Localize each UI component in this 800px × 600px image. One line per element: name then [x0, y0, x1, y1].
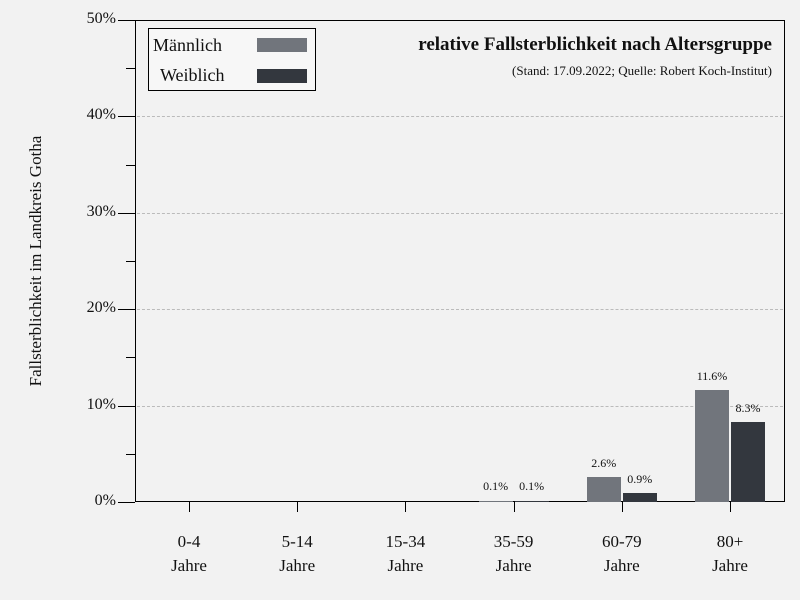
legend: Männlich Weiblich	[148, 28, 316, 91]
chart-subtitle: (Stand: 17.09.2022; Quelle: Robert Koch-…	[512, 63, 772, 78]
x-label-unit: Jahre	[495, 556, 532, 575]
x-tick-label: 5-14 Jahre	[247, 530, 347, 578]
legend-swatch-female	[257, 69, 307, 83]
bar-value-label-female: 0.9%	[627, 472, 653, 487]
x-label-unit: Jahre	[387, 556, 424, 575]
y-tick	[118, 405, 135, 407]
x-tick-label: 80+ Jahre	[680, 530, 780, 578]
y-tick-label: 40%	[86, 106, 116, 124]
y-tick-label: 50%	[86, 10, 116, 27]
bar-male	[478, 500, 513, 502]
y-tick	[118, 309, 135, 311]
gridline	[137, 405, 783, 407]
y-minor-tick	[126, 164, 135, 166]
x-tick	[621, 502, 623, 512]
y-tick-label: 10%	[86, 395, 116, 413]
x-label-range: 35-59	[493, 532, 534, 551]
x-label-unit: Jahre	[171, 556, 207, 575]
y-minor-tick	[126, 357, 135, 359]
plot-frame	[135, 20, 785, 502]
bar-value-label-female: 0.1%	[519, 479, 545, 494]
x-tick-label: 60-79 Jahre	[572, 530, 672, 578]
bar-female	[622, 493, 657, 502]
x-tick	[513, 502, 515, 512]
y-axis-title: Fallsterblichkeit im Landkreis Gotha	[26, 135, 45, 387]
x-tick	[189, 502, 190, 512]
x-label-unit: Jahre	[712, 556, 748, 575]
bar-value-label-female: 8.3%	[735, 400, 761, 415]
y-tick	[118, 20, 135, 21]
bar-female	[731, 421, 765, 502]
x-tick	[405, 502, 407, 512]
x-tick-label: 0-4 Jahre	[139, 530, 239, 578]
x-label-range: 15-34	[385, 532, 426, 551]
x-label-unit: Jahre	[603, 556, 640, 575]
x-tick	[297, 502, 299, 512]
gridline	[137, 116, 783, 118]
bar-male	[695, 390, 729, 502]
legend-label-female: Weiblich	[160, 65, 225, 85]
y-minor-tick	[126, 261, 135, 262]
legend-label-male: Männlich	[153, 35, 222, 55]
x-tick	[730, 502, 731, 512]
chart-title: relative Fallsterblichkeit nach Altersgr…	[418, 34, 772, 55]
legend-swatch-male	[257, 38, 307, 52]
x-label-range: 0-4	[177, 532, 201, 551]
y-tick	[118, 502, 135, 503]
y-tick	[118, 116, 135, 118]
x-label-range: 80+	[716, 532, 744, 551]
x-tick-label: 15-34 Jahre	[355, 530, 455, 578]
y-tick-label: 30%	[86, 202, 116, 220]
gridline	[137, 309, 783, 311]
x-tick-label: 35-59 Jahre	[464, 530, 564, 578]
y-tick-label: 20%	[86, 299, 116, 317]
bar-male	[586, 476, 621, 502]
gridline	[137, 212, 783, 214]
bar-female	[514, 500, 549, 502]
bar-value-label-male: 0.1%	[483, 479, 509, 494]
bar-value-label-male: 2.6%	[591, 455, 617, 470]
x-label-unit: Jahre	[279, 556, 316, 575]
y-tick-label: 0%	[94, 492, 116, 509]
y-tick	[118, 212, 135, 214]
x-label-range: 60-79	[601, 532, 642, 551]
y-minor-tick	[126, 68, 135, 70]
y-minor-tick	[126, 453, 135, 455]
bar-value-label-male: 11.6%	[696, 369, 728, 384]
x-label-range: 5-14	[281, 532, 313, 551]
